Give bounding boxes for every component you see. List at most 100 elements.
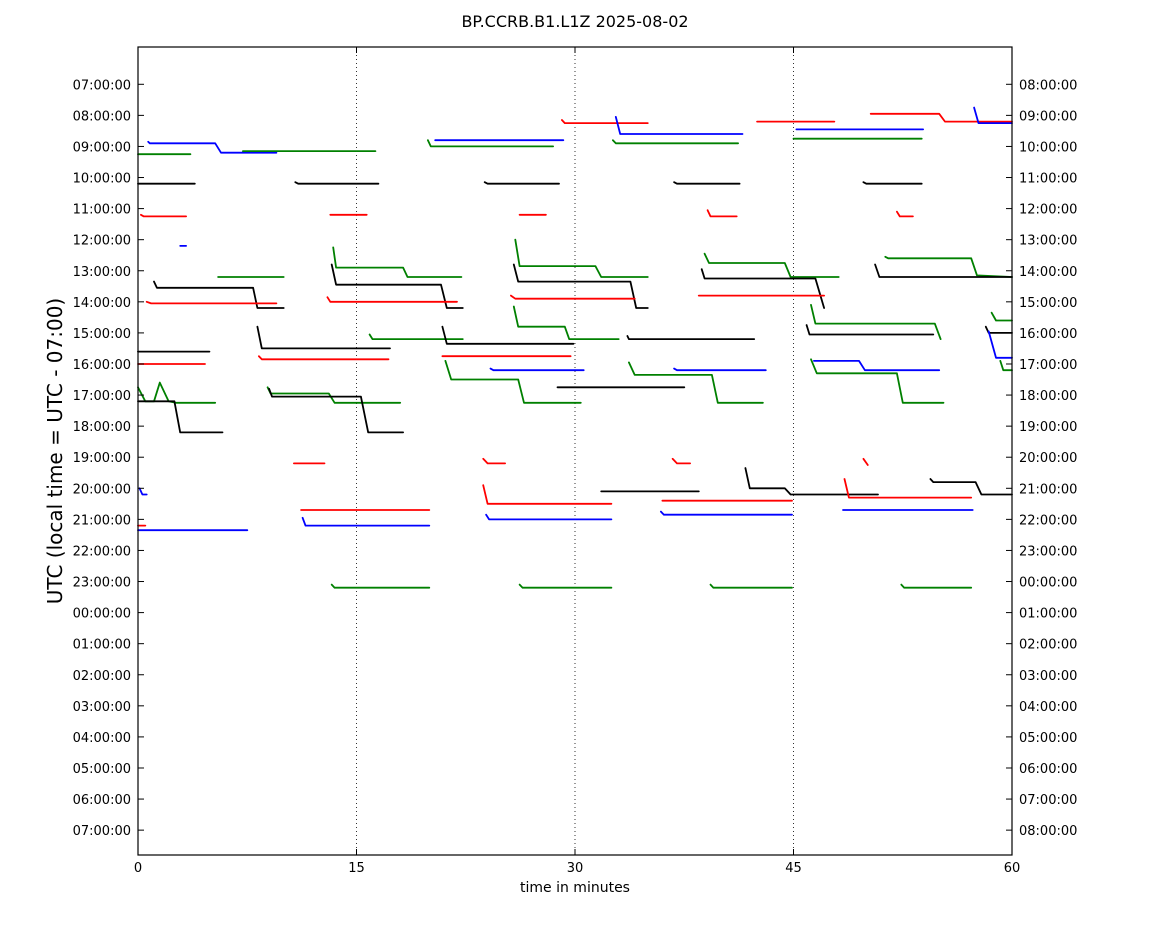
left-tick-label: 03:00:00 (73, 700, 131, 715)
trace-red-79 (843, 478, 973, 499)
x-tick-label: 15 (348, 861, 365, 876)
x-tick-label: 0 (134, 861, 142, 876)
trace-blue-68 (138, 487, 148, 496)
trace-red-65 (862, 457, 869, 466)
trace-black-17 (862, 181, 923, 185)
trace-black-43 (441, 325, 575, 345)
left-tick-label: 21:00:00 (73, 513, 131, 528)
right-tick-label: 02:00:00 (1019, 638, 1077, 653)
trace-green-47 (810, 303, 942, 341)
left-tick-label: 16:00:00 (73, 358, 131, 373)
trace-green-45 (512, 305, 620, 341)
trace-black-48 (805, 324, 935, 336)
trace-red-32 (509, 294, 636, 300)
trace-black-34 (700, 268, 825, 309)
left-tick-label: 02:00:00 (73, 669, 131, 684)
trace-red-22 (896, 210, 914, 218)
left-tick-label: 05:00:00 (73, 762, 131, 777)
left-tick-label: 04:00:00 (73, 731, 131, 746)
right-tick-label: 10:00:00 (1019, 140, 1077, 155)
data-traces (137, 106, 1013, 589)
trace-green-82 (330, 583, 431, 589)
trace-green-33 (703, 252, 840, 278)
trace-black-25 (153, 280, 285, 309)
left-axis: 07:00:00 08:00:00 09:00:00 10:00:00 11:00:00… (73, 78, 144, 839)
left-tick-label: 06:00:00 (73, 793, 131, 808)
trace-blue-64 (813, 359, 941, 372)
x-tick-label: 30 (567, 861, 584, 876)
trace-green-83 (518, 583, 613, 589)
trace-blue-74 (485, 513, 613, 521)
trace-red-41 (257, 355, 390, 361)
trace-red-18 (139, 213, 188, 218)
trace-black-16 (673, 181, 741, 185)
left-tick-label: 17:00:00 (73, 389, 131, 404)
trace-green-53 (266, 386, 402, 404)
x-tick-label: 60 (1004, 861, 1021, 876)
trace-green-67 (999, 359, 1013, 372)
trace-green-42 (368, 333, 464, 341)
left-tick-label: 07:00:00 (73, 824, 131, 839)
trace-black-81 (929, 478, 1013, 496)
trace-black-54 (268, 387, 405, 434)
trace-red-29 (326, 296, 458, 303)
trace-green-7 (612, 139, 739, 145)
trace-black-46 (626, 335, 756, 341)
right-tick-label: 07:00:00 (1019, 793, 1077, 808)
trace-red-11 (869, 112, 1013, 123)
trace-black-15 (483, 181, 560, 185)
left-tick-label: 13:00:00 (73, 265, 131, 280)
right-tick-label: 22:00:00 (1019, 513, 1077, 528)
left-tick-label: 14:00:00 (73, 296, 131, 311)
left-tick-label: 15:00:00 (73, 327, 131, 342)
right-tick-label: 08:00:00 (1019, 824, 1077, 839)
trace-blue-66 (987, 330, 1013, 359)
right-tick-label: 08:00:00 (1019, 78, 1077, 93)
trace-red-73 (482, 484, 613, 505)
left-tick-label: 08:00:00 (73, 109, 131, 124)
trace-black-28 (330, 263, 464, 309)
trace-green-60 (628, 361, 764, 404)
trace-green-51 (137, 381, 217, 404)
right-tick-label: 23:00:00 (1019, 544, 1077, 559)
x-axis-title: time in minutes (520, 880, 630, 896)
x-tick-label: 45 (785, 861, 802, 876)
trace-green-84 (709, 583, 793, 589)
left-tick-label: 22:00:00 (73, 544, 131, 559)
trace-blue-57 (489, 367, 585, 372)
chart-title: BP.CCRB.B1.L1Z 2025-08-02 (461, 12, 688, 31)
right-tick-label: 19:00:00 (1019, 420, 1077, 435)
left-tick-label: 20:00:00 (73, 482, 131, 497)
right-tick-label: 18:00:00 (1019, 389, 1077, 404)
right-tick-label: 14:00:00 (1019, 265, 1077, 280)
trace-black-14 (294, 181, 380, 185)
trace-red-5 (561, 119, 649, 124)
left-tick-label: 18:00:00 (73, 420, 131, 435)
trace-blue-61 (673, 367, 767, 372)
right-tick-label: 06:00:00 (1019, 762, 1077, 777)
right-tick-label: 11:00:00 (1019, 172, 1077, 187)
right-tick-label: 20:00:00 (1019, 451, 1077, 466)
right-tick-label: 01:00:00 (1019, 607, 1077, 622)
right-tick-label: 04:00:00 (1019, 700, 1077, 715)
right-tick-label: 12:00:00 (1019, 203, 1077, 218)
left-tick-label: 10:00:00 (73, 172, 131, 187)
trace-black-31 (512, 263, 649, 309)
y-axis-title: UTC (local time = UTC - 07:00) (43, 298, 67, 604)
right-tick-label: 13:00:00 (1019, 234, 1077, 249)
left-tick-label: 19:00:00 (73, 451, 131, 466)
trace-black-37 (874, 263, 1013, 278)
trace-black-52 (137, 400, 224, 434)
left-tick-label: 09:00:00 (73, 140, 131, 155)
trace-blue-6 (614, 116, 744, 135)
trace-blue-72 (301, 516, 431, 527)
right-tick-label: 15:00:00 (1019, 296, 1077, 311)
trace-red-26 (145, 300, 278, 305)
trace-red-59 (482, 457, 507, 465)
right-tick-label: 05:00:00 (1019, 731, 1077, 746)
trace-green-27 (332, 246, 463, 278)
right-tick-label: 16:00:00 (1019, 327, 1077, 342)
x-axis: 0 15 30 45 60 (134, 47, 1020, 876)
left-tick-label: 07:00:00 (73, 78, 131, 93)
